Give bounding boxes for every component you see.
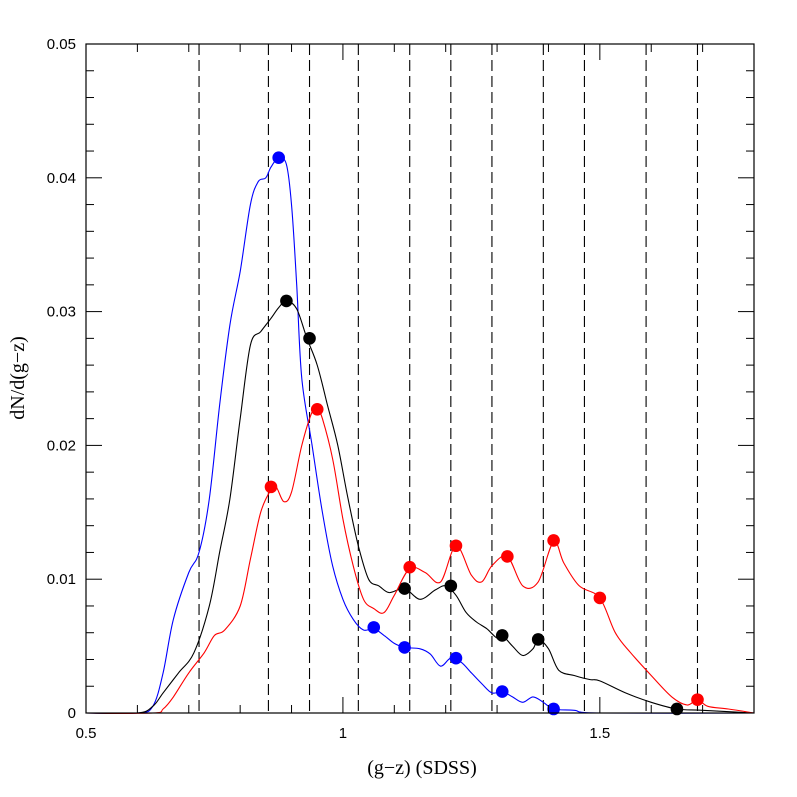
series-1-point-1 [303,332,316,345]
series-1-point-6 [670,702,684,716]
y-tick-label: 0.01 [47,571,76,588]
series-0-point-4 [495,685,509,698]
x-tick-label: 0.5 [76,725,97,742]
series-1-point-2 [398,582,411,595]
vertical-dashed-lines [198,44,699,713]
series-1-point-3 [444,579,458,593]
x-tick-label: 1.5 [589,725,610,742]
x-axis-label: (g−z) (SDSS) [367,757,477,779]
series-1-point-5 [531,633,545,646]
series-line-0 [85,156,755,715]
series-2-point-6 [593,591,607,605]
series-line-2 [85,407,755,714]
series-line-1 [85,300,755,715]
series-2-point-0 [264,480,278,494]
series-0-point-5 [547,702,560,716]
axis-ticks [85,43,755,714]
series-2-point-2 [403,560,417,574]
series-2-point-5 [547,534,560,547]
y-tick-label: 0.03 [47,304,76,321]
series-2-point-1 [310,402,324,416]
series-2-point-4 [501,550,514,563]
x-tick-label: 1 [339,725,347,742]
series-0-point-2 [398,641,411,654]
y-tick-label: 0 [68,705,76,722]
series-0-point-1 [367,621,381,634]
series-1-point-0 [280,294,293,308]
y-axis-label: dN/d(g−z) [7,336,29,419]
series-0-point-0 [272,151,285,165]
y-tick-label: 0.05 [47,36,76,53]
y-tick-label: 0.04 [47,170,76,187]
series-1-point-4 [495,629,509,642]
tick-labels: 0.5 1 1.5 0 0.01 0.02 0.03 0.04 0.05 [47,36,610,742]
plot-frame [85,43,755,714]
y-tick-label: 0.02 [47,437,76,454]
series-2-point-3 [449,539,463,553]
series-2-point-7 [691,693,704,706]
series-0-point-3 [449,651,463,665]
series-layer [85,151,755,716]
